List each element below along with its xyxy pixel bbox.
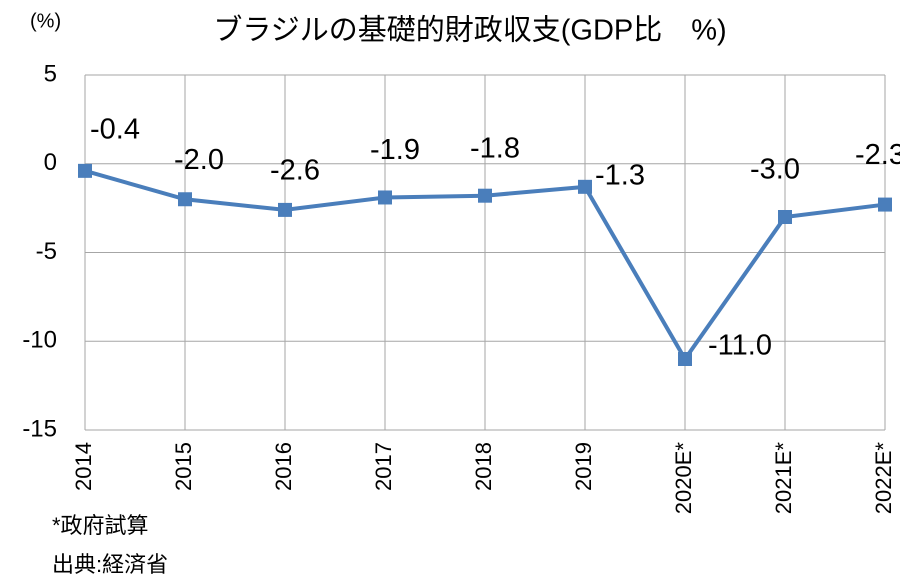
marker <box>578 179 592 194</box>
y-tick-label: -15 <box>22 415 57 442</box>
x-tick-label: 2020E* <box>671 442 696 515</box>
data-label: -2.0 <box>174 144 224 176</box>
y-tick-label: -10 <box>22 327 57 354</box>
x-tick-label: 2017 <box>371 442 396 491</box>
x-tick-label: 2018 <box>471 442 496 491</box>
x-tick-label: 2015 <box>171 442 196 491</box>
x-tick-label: 2021E* <box>771 442 796 515</box>
y-tick-label: 5 <box>44 60 57 87</box>
x-tick-label: 2019 <box>571 442 596 491</box>
x-tick-label: 2014 <box>71 442 96 491</box>
data-label: -1.3 <box>595 159 645 191</box>
y-tick-label: 0 <box>44 149 57 176</box>
marker <box>278 202 292 217</box>
note: 出典:経済省 <box>52 552 168 577</box>
marker <box>678 352 692 366</box>
marker <box>378 190 392 205</box>
y-axis-label: (%) <box>30 10 61 32</box>
data-label: -11.0 <box>708 330 772 362</box>
data-label: -3.0 <box>750 154 800 186</box>
marker <box>78 163 92 178</box>
y-tick-label: -5 <box>36 238 57 265</box>
chart-title: ブラジルの基礎的財政収支(GDP比 %) <box>213 14 726 47</box>
marker <box>778 210 792 224</box>
data-label: -2.6 <box>270 155 320 187</box>
marker <box>878 197 892 212</box>
data-label: -1.8 <box>470 132 520 164</box>
marker <box>478 188 492 203</box>
note: *政府試算 <box>52 513 149 538</box>
data-label: -0.4 <box>90 114 140 146</box>
data-label: -2.3 <box>855 139 900 171</box>
marker <box>178 192 192 207</box>
x-tick-label: 2022E* <box>871 442 896 515</box>
data-label: -1.9 <box>370 134 420 166</box>
x-tick-label: 2016 <box>271 442 296 491</box>
